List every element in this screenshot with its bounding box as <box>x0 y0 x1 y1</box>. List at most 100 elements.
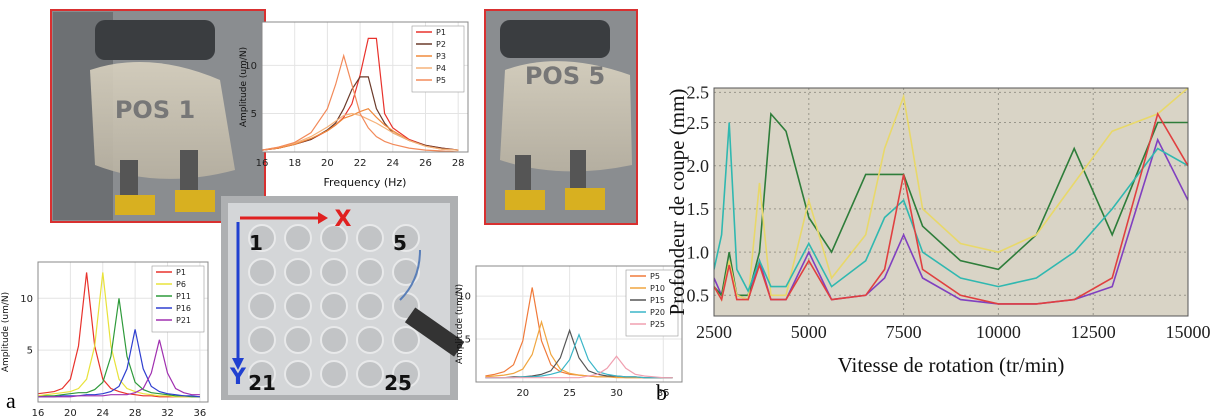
legend-label: P20 <box>650 308 665 317</box>
plot-frame <box>713 87 1189 317</box>
x-tick-label: 12500 <box>1071 322 1116 342</box>
chart: 2500 5000 7500 10000 12500 15000 0.5 1.0 1.5 2.0 2… <box>665 83 1211 377</box>
x-tick-label: 36 <box>194 408 207 416</box>
y-tick-label: 0.5 <box>687 286 710 306</box>
y-axis-label: Profondeur de coupe (mm) <box>665 89 689 316</box>
hole <box>284 360 312 388</box>
legend-box <box>411 25 465 93</box>
hole <box>392 326 420 354</box>
legend-label: P5 <box>650 272 660 281</box>
hole <box>248 292 276 320</box>
series-line <box>38 329 200 398</box>
legend-box <box>151 265 205 333</box>
x-tick-label: 5000 <box>791 322 827 342</box>
x-tick-label: 28 <box>452 158 465 169</box>
series-line <box>38 272 200 398</box>
x-tick-label: 30 <box>610 388 623 399</box>
hole <box>392 224 420 252</box>
hole-label: 1 <box>249 231 263 255</box>
legend-label: P1 <box>176 268 186 277</box>
legend-box <box>625 269 679 337</box>
x-tick-label: 22 <box>354 158 367 169</box>
photo-label: POS 1 <box>115 96 195 124</box>
photo-label: POS 5 <box>525 62 605 90</box>
hole-label: 21 <box>248 371 276 395</box>
legend-label: P16 <box>176 304 191 313</box>
hole <box>320 292 348 320</box>
hole <box>356 360 384 388</box>
plot-frame <box>475 265 683 383</box>
x-tick-label: 15000 <box>1166 322 1211 342</box>
panel-label: b <box>656 380 667 405</box>
y-axis-label: Amplitude (um/N) <box>239 47 249 127</box>
series-line <box>714 111 1188 298</box>
legend-label: P25 <box>650 320 665 329</box>
hole <box>356 224 384 252</box>
photo-pos5: POS 5 <box>484 9 638 225</box>
x-tick-label: 20 <box>321 158 334 169</box>
hole <box>284 326 312 354</box>
hole-label: 25 <box>384 371 412 395</box>
hole <box>392 258 420 286</box>
x-tick-label: 16 <box>256 158 269 169</box>
hole <box>320 258 348 286</box>
legend-label: P15 <box>650 296 665 305</box>
axis-letter: X <box>335 207 352 232</box>
x-tick-label: 16 <box>32 408 45 416</box>
x-tick-label: 26 <box>419 158 432 169</box>
plot-frame <box>37 261 209 403</box>
x-tick-label: 20 <box>64 408 77 416</box>
series-line <box>262 53 459 152</box>
y-tick-label: 5 <box>465 335 471 346</box>
x-tick-label: 25 <box>563 388 576 399</box>
hole <box>392 360 420 388</box>
x-tick-label: 24 <box>96 408 109 416</box>
axis-letter: Y <box>229 365 247 390</box>
legend-label: P4 <box>436 64 446 73</box>
chart: 16 20 24 28 32 36 5 10 Amplitude (um/N) P1 P6 P11 P1… <box>1 261 209 416</box>
hole <box>248 258 276 286</box>
legend-label: P11 <box>176 292 191 301</box>
x-tick-label: 2500 <box>696 322 732 342</box>
hole <box>320 326 348 354</box>
x-tick-label: 7500 <box>886 322 922 342</box>
x-axis-label: Vitesse de rotation (tr/min) <box>838 353 1065 377</box>
series-group <box>485 287 673 379</box>
series-group <box>714 88 1188 305</box>
series-group <box>38 272 200 398</box>
legend-label: P2 <box>436 40 446 49</box>
y-axis-label: Amplitude (um/N) <box>1 292 11 372</box>
series-line <box>714 88 1188 302</box>
x-tick-label: 32 <box>161 408 174 416</box>
y-axis-label: Amplitude (um/N) <box>455 284 465 364</box>
legend-label: P6 <box>176 280 186 289</box>
series-line <box>714 122 1188 293</box>
legend-label: P21 <box>176 316 191 325</box>
y-tick-label: 1.5 <box>687 199 710 219</box>
hole <box>320 360 348 388</box>
y-tick-label: 2.0 <box>687 156 710 176</box>
hole <box>284 258 312 286</box>
y-tick-label: 2.5 <box>687 113 710 133</box>
hole <box>248 360 276 388</box>
hole <box>284 224 312 252</box>
hole <box>320 224 348 252</box>
legend-label: P10 <box>650 284 665 293</box>
y-tick-label: 10 <box>20 294 33 305</box>
x-tick-label: 20 <box>516 388 529 399</box>
series-line <box>38 298 200 398</box>
y-tick-label: 5 <box>27 346 33 357</box>
x-axis-label: Frequency (Hz) <box>324 176 407 189</box>
photo-pos1: POS 1 <box>50 9 266 223</box>
x-tick-label: 28 <box>129 408 142 416</box>
x-tick-label: 18 <box>288 158 301 169</box>
series-line <box>714 111 1188 305</box>
hole <box>356 258 384 286</box>
plot-frame <box>261 21 469 153</box>
plot-area <box>714 88 1188 316</box>
hole <box>248 326 276 354</box>
y-tick-label: 10 <box>458 292 471 303</box>
y-tick-label: 2.5 <box>687 83 710 103</box>
